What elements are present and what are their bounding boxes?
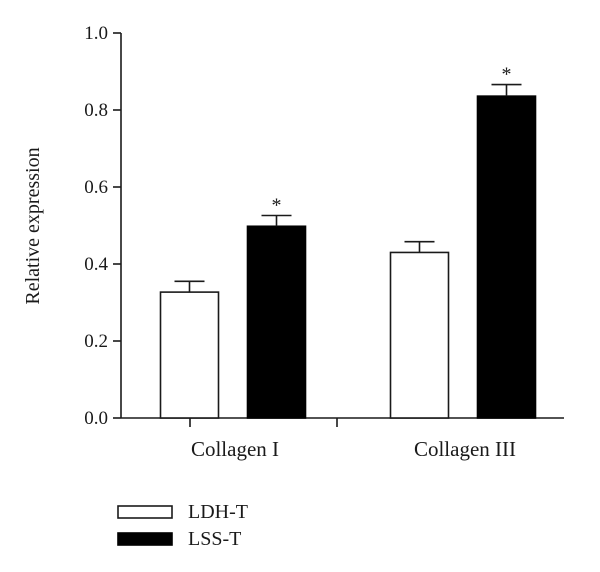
legend: LDH-T LSS-T [117, 501, 248, 550]
y-tick-label: 0.2 [84, 331, 108, 352]
y-tick-label: 0.4 [84, 254, 108, 275]
bar [389, 251, 450, 419]
y-tick-label: 0.8 [84, 100, 108, 121]
legend-swatch [117, 532, 173, 546]
y-tick-label: 0.6 [84, 177, 108, 198]
y-axis-label: Relative expression [22, 147, 44, 304]
significance-marker: * [272, 194, 282, 216]
legend-label: LSS-T [188, 528, 241, 550]
bar [476, 95, 537, 419]
legend-swatch [117, 505, 173, 519]
bars: ** [159, 64, 537, 419]
x-tick-labels: Collagen I Collagen III [191, 437, 516, 461]
y-tick-label: 0.0 [84, 408, 108, 429]
x-tick-label: Collagen III [414, 437, 516, 461]
significance-marker: * [502, 64, 512, 86]
bar [159, 291, 220, 419]
bar [246, 225, 307, 419]
legend-label: LDH-T [188, 501, 248, 523]
x-tick-label: Collagen I [191, 437, 279, 461]
y-tick-label: 1.0 [84, 23, 108, 44]
